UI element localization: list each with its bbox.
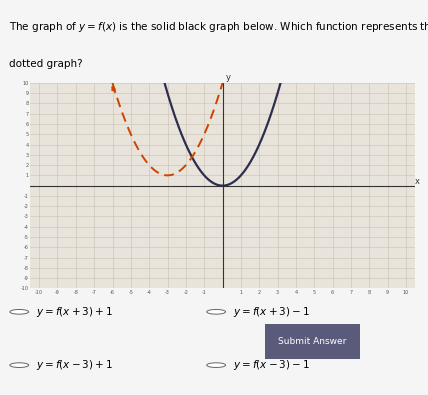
Text: The graph of $y = f(x)$ is the solid black graph below. Which function represent: The graph of $y = f(x)$ is the solid bla… [9, 20, 428, 34]
Text: $y=f(x+3)-1$: $y=f(x+3)-1$ [233, 305, 310, 319]
Text: $y=f(x-3)+1$: $y=f(x-3)+1$ [36, 358, 113, 372]
Text: y: y [226, 73, 231, 82]
Text: $y=f(x+3)+1$: $y=f(x+3)+1$ [36, 305, 113, 319]
Circle shape [10, 363, 29, 367]
Circle shape [10, 309, 29, 314]
Text: Submit Answer: Submit Answer [278, 337, 347, 346]
FancyBboxPatch shape [261, 322, 364, 361]
Text: $y=f(x-3)-1$: $y=f(x-3)-1$ [233, 358, 310, 372]
Text: x: x [414, 177, 419, 186]
Text: dotted graph?: dotted graph? [9, 59, 82, 69]
Circle shape [207, 309, 226, 314]
Circle shape [207, 363, 226, 367]
